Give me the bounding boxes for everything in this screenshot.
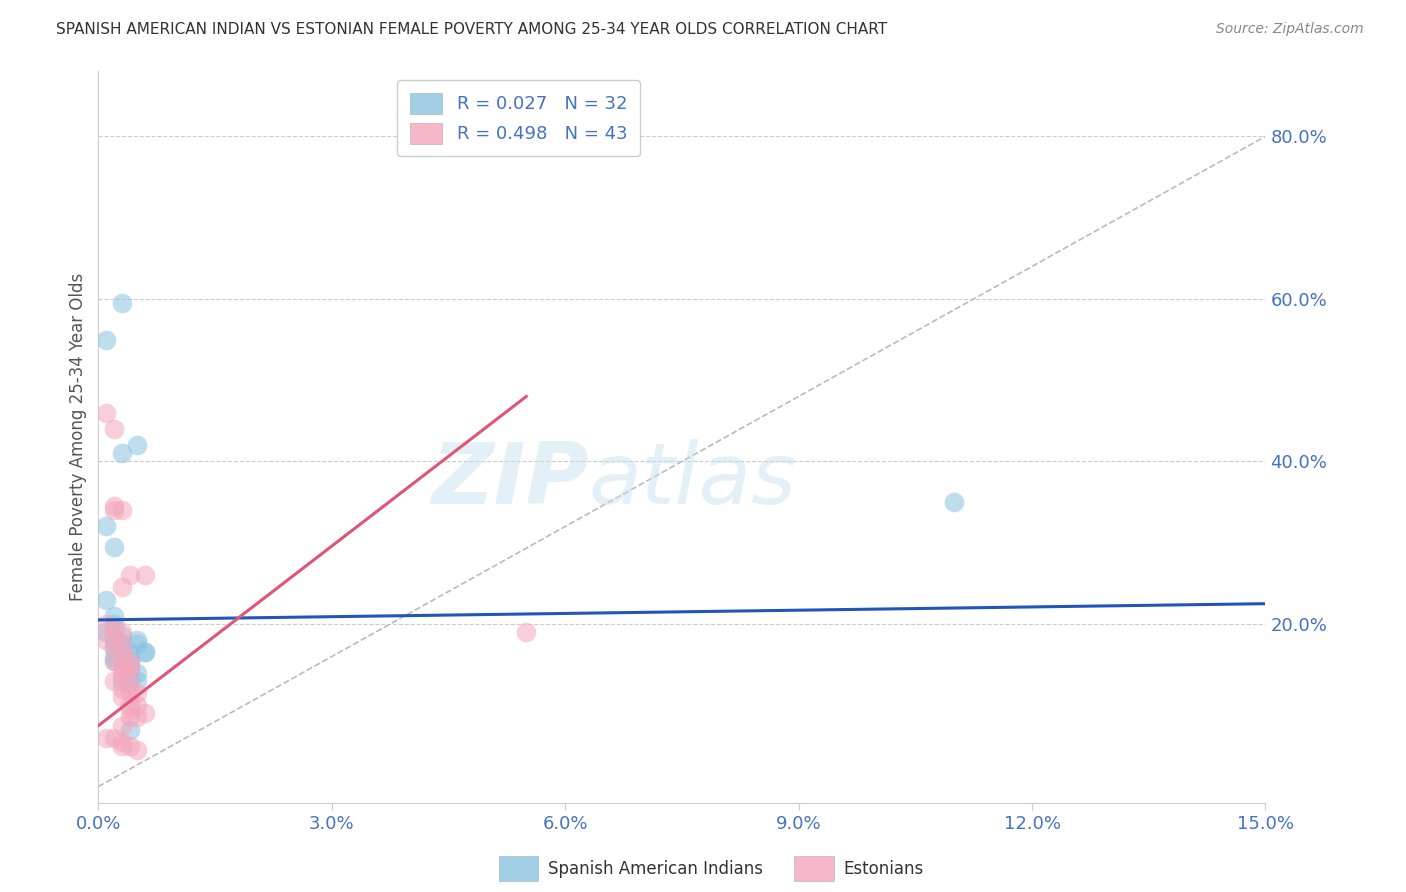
Point — [96, 519, 118, 533]
Point — [103, 617, 125, 632]
Point — [103, 629, 125, 643]
Point — [134, 645, 156, 659]
Y-axis label: Female Poverty Among 25-34 Year Olds: Female Poverty Among 25-34 Year Olds — [69, 273, 87, 601]
Point — [111, 637, 134, 651]
Point — [134, 568, 156, 582]
Point — [118, 698, 141, 713]
Point — [118, 723, 141, 737]
Point — [103, 641, 125, 656]
Point — [118, 645, 141, 659]
Point — [943, 495, 966, 509]
Point — [118, 654, 141, 668]
Point — [118, 665, 141, 680]
Point — [111, 296, 134, 310]
Point — [118, 662, 141, 676]
Text: Estonians: Estonians — [844, 860, 924, 878]
Point — [103, 633, 125, 648]
Point — [103, 621, 125, 635]
Point — [111, 735, 134, 749]
Point — [127, 710, 149, 724]
Point — [118, 702, 141, 716]
Legend: R = 0.027   N = 32, R = 0.498   N = 43: R = 0.027 N = 32, R = 0.498 N = 43 — [396, 80, 640, 156]
Point — [127, 743, 149, 757]
Point — [127, 673, 149, 688]
Point — [111, 503, 134, 517]
Point — [127, 686, 149, 700]
Point — [111, 625, 134, 640]
Point — [96, 633, 118, 648]
Point — [111, 637, 134, 651]
Text: atlas: atlas — [589, 440, 797, 523]
Point — [127, 698, 149, 713]
Point — [118, 657, 141, 672]
Point — [111, 446, 134, 460]
Point — [118, 654, 141, 668]
Point — [111, 662, 134, 676]
Point — [118, 654, 141, 668]
Point — [127, 665, 149, 680]
Point — [111, 645, 134, 659]
Point — [111, 629, 134, 643]
Point — [118, 686, 141, 700]
Point — [103, 540, 125, 554]
Point — [134, 645, 156, 659]
Point — [96, 592, 118, 607]
Point — [111, 681, 134, 696]
Point — [103, 608, 125, 623]
Point — [103, 649, 125, 664]
Point — [127, 637, 149, 651]
Point — [103, 654, 125, 668]
Point — [96, 625, 118, 640]
Point — [96, 617, 118, 632]
Point — [111, 657, 134, 672]
Point — [111, 637, 134, 651]
Point — [111, 718, 134, 732]
Point — [103, 731, 125, 745]
Point — [134, 706, 156, 721]
Point — [111, 673, 134, 688]
Point — [111, 645, 134, 659]
Point — [103, 422, 125, 436]
Point — [111, 581, 134, 595]
Point — [96, 333, 118, 347]
Text: Source: ZipAtlas.com: Source: ZipAtlas.com — [1216, 22, 1364, 37]
Text: ZIP: ZIP — [430, 440, 589, 523]
Text: Spanish American Indians: Spanish American Indians — [548, 860, 763, 878]
Point — [127, 438, 149, 452]
Point — [103, 503, 125, 517]
Point — [103, 499, 125, 513]
Text: SPANISH AMERICAN INDIAN VS ESTONIAN FEMALE POVERTY AMONG 25-34 YEAR OLDS CORRELA: SPANISH AMERICAN INDIAN VS ESTONIAN FEMA… — [56, 22, 887, 37]
Point — [111, 690, 134, 705]
Point — [118, 673, 141, 688]
Point — [96, 406, 118, 420]
Point — [103, 641, 125, 656]
Point — [118, 739, 141, 753]
Point — [118, 568, 141, 582]
Point — [96, 731, 118, 745]
Point — [127, 633, 149, 648]
Point — [111, 670, 134, 684]
Point — [118, 678, 141, 692]
Point — [515, 625, 537, 640]
Point — [103, 673, 125, 688]
Point — [118, 710, 141, 724]
Point — [111, 739, 134, 753]
Point — [103, 654, 125, 668]
